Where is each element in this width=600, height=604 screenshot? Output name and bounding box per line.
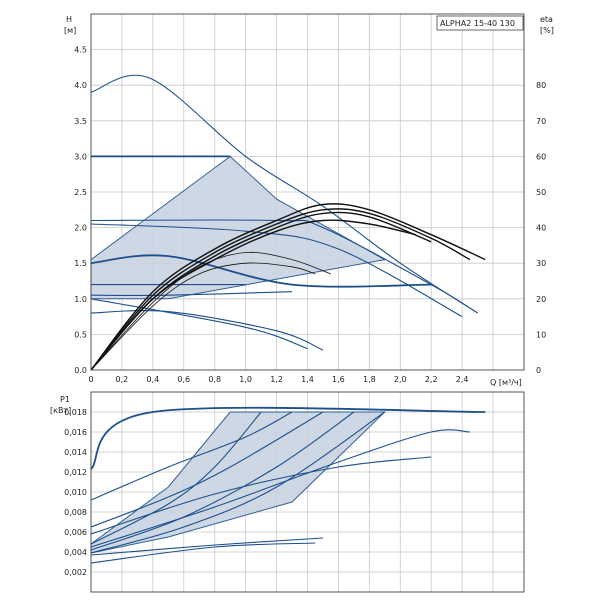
p1-tick-label: 0,014 bbox=[64, 448, 87, 457]
h-tick-label: 1.5 bbox=[74, 259, 87, 268]
power-shaded-region bbox=[90, 411, 387, 554]
power-y-ticks: 0,002 0,004 0,006 0,008 0,010 0,012 0,014 0,016… bbox=[64, 408, 87, 577]
power-curve-7 bbox=[90, 429, 470, 548]
q-tick-label: 2,2 bbox=[425, 375, 438, 384]
p1-tick-label: 0,010 bbox=[64, 488, 87, 497]
head-curves bbox=[90, 74, 478, 351]
p1-tick-label: 0,002 bbox=[64, 568, 87, 577]
eta-tick-label: 40 bbox=[536, 224, 546, 233]
power-plot-frame bbox=[90, 391, 525, 593]
eta-axis-unit: [%] bbox=[540, 26, 554, 35]
h-axis-label: H bbox=[66, 15, 72, 24]
h-tick-label: 0.5 bbox=[74, 330, 87, 339]
p1-tick-label: 0,004 bbox=[64, 548, 87, 557]
head-plot-frame bbox=[90, 13, 525, 371]
title-box bbox=[436, 15, 524, 31]
p1-tick-label: 0,016 bbox=[64, 428, 87, 437]
power-curve-5 bbox=[90, 411, 355, 551]
q-tick-label: 1,0 bbox=[239, 375, 252, 384]
h-tick-label: 2.5 bbox=[74, 188, 87, 197]
head-chart: 0.0 0.5 1.0 1.5 2.0 2.5 3.0 3.5 4.0 4.5 0 10 20 30 40… bbox=[64, 13, 554, 387]
p1-tick-label: 0,018 bbox=[64, 408, 87, 417]
eta-tick-label: 70 bbox=[536, 117, 546, 126]
eta-tick-label: 60 bbox=[536, 152, 546, 161]
eta-curve-2 bbox=[90, 208, 471, 371]
p1-tick-label: 0,012 bbox=[64, 468, 87, 477]
head-curve-3 bbox=[90, 219, 478, 314]
power-shaded-region-poly bbox=[90, 411, 387, 554]
q-tick-label: 2,0 bbox=[394, 375, 407, 384]
power-curve-1 bbox=[90, 406, 486, 470]
power-curve-4 bbox=[90, 411, 262, 545]
efficiency-curves bbox=[90, 203, 486, 371]
q-tick-label: 0 bbox=[88, 375, 93, 384]
h-tick-label: 0.0 bbox=[74, 366, 87, 375]
h-tick-label: 3.5 bbox=[74, 117, 87, 126]
q-tick-label: 0,8 bbox=[208, 375, 221, 384]
q-x-ticks: 0 0,2 0,4 0,6 0,8 1,0 1,2 1,4 1,6 1,8 2,0 2,2 2,4 bbox=[88, 375, 468, 384]
q-tick-label: 1,4 bbox=[301, 375, 314, 384]
power-curve-2 bbox=[90, 411, 293, 501]
p1-tick-label: 0,006 bbox=[64, 528, 87, 537]
q-tick-label: 2,4 bbox=[456, 375, 469, 384]
p1-tick-label: 0,008 bbox=[64, 508, 87, 517]
power-curve-6 bbox=[90, 411, 386, 554]
head-curve-6 bbox=[90, 291, 293, 297]
eta-curve-5 bbox=[90, 251, 331, 371]
power-chart: 0,002 0,004 0,006 0,008 0,010 0,012 0,014 0,016… bbox=[50, 391, 525, 593]
head-grid bbox=[90, 14, 524, 370]
p1-axis-label: P1 bbox=[60, 395, 70, 404]
power-curve-10 bbox=[90, 542, 316, 564]
q-tick-label: 1,6 bbox=[332, 375, 345, 384]
power-curve-3 bbox=[90, 411, 324, 528]
q-tick-label: 1,8 bbox=[363, 375, 376, 384]
p1-axis-unit: [кВт] bbox=[50, 406, 71, 415]
chart-title: ALPHA2 15-40 130 bbox=[440, 19, 515, 28]
eta-tick-label: 10 bbox=[536, 330, 546, 339]
q-axis-label: Q [м³/ч] bbox=[490, 378, 522, 387]
eta-tick-label: 30 bbox=[536, 259, 546, 268]
eta-tick-label: 50 bbox=[536, 188, 546, 197]
head-curve-1 bbox=[90, 74, 478, 314]
q-tick-label: 0,4 bbox=[146, 375, 159, 384]
eta-curve-4 bbox=[90, 219, 416, 371]
head-curve-8 bbox=[90, 298, 308, 350]
h-tick-label: 2.0 bbox=[74, 224, 87, 233]
h-tick-label: 4.5 bbox=[74, 46, 87, 55]
q-tick-label: 0,6 bbox=[177, 375, 190, 384]
eta-tick-label: 80 bbox=[536, 81, 546, 90]
eta-axis-label: eta bbox=[540, 15, 553, 24]
head-y-ticks: 0.0 0.5 1.0 1.5 2.0 2.5 3.0 3.5 4.0 4.5 bbox=[74, 46, 87, 375]
eta-y-ticks: 0 10 20 30 40 50 60 70 80 bbox=[536, 81, 546, 375]
power-curves bbox=[90, 406, 486, 564]
eta-curve-6 bbox=[90, 262, 316, 371]
eta-tick-label: 0 bbox=[536, 366, 541, 375]
head-curve-7 bbox=[90, 309, 324, 351]
head-curve-5 bbox=[90, 254, 432, 288]
power-curve-9 bbox=[90, 537, 324, 556]
h-tick-label: 4.0 bbox=[74, 81, 87, 90]
q-tick-label: 0,2 bbox=[116, 375, 129, 384]
h-tick-label: 3.0 bbox=[74, 152, 87, 161]
eta-curve-1 bbox=[90, 203, 486, 371]
q-tick-label: 1,2 bbox=[270, 375, 283, 384]
power-curve-8 bbox=[90, 456, 432, 535]
h-tick-label: 1.0 bbox=[74, 295, 87, 304]
h-axis-unit: [м] bbox=[64, 26, 76, 35]
eta-tick-label: 20 bbox=[536, 295, 546, 304]
